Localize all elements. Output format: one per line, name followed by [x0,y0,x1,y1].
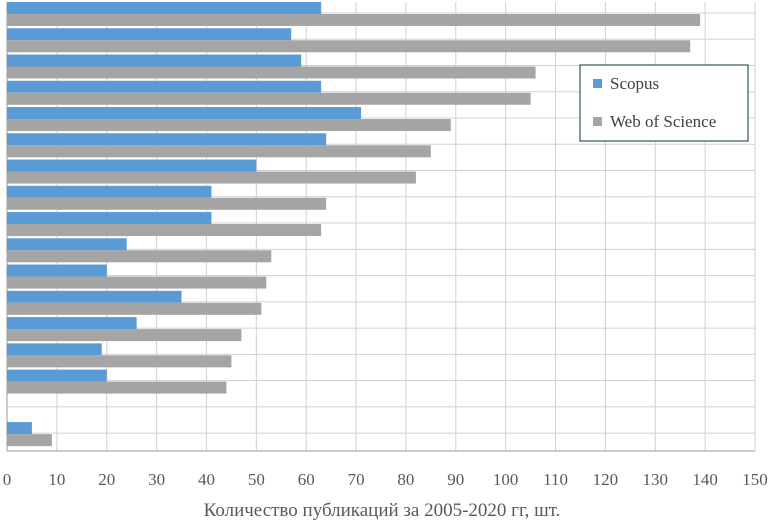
bar-web-of-science [7,66,536,79]
x-tick-label: 120 [593,470,619,489]
bar-scopus [7,238,127,251]
bar-web-of-science [7,171,416,184]
legend-swatch-web-of-science [593,117,602,126]
bar-web-of-science [7,276,267,289]
bar-web-of-science [7,197,327,210]
x-tick-label: 20 [98,470,115,489]
bar-scopus [7,185,212,198]
bar-web-of-science [7,381,227,394]
bar-web-of-science [7,119,451,132]
bar-web-of-science [7,40,691,53]
bar-web-of-science [7,224,322,237]
bar-web-of-science [7,329,242,342]
legend-label-web-of-science: Web of Science [610,112,716,131]
x-tick-label: 150 [742,470,768,489]
bar-scopus [7,212,212,225]
bar-scopus [7,369,107,382]
x-tick-label: 50 [248,470,265,489]
x-tick-label: 40 [198,470,215,489]
bar-scopus [7,290,182,303]
legend: Scopus Web of Science [579,64,749,142]
x-tick-label: 110 [543,470,568,489]
x-tick-label: 70 [348,470,365,489]
bar-scopus [7,133,327,146]
bar-web-of-science [7,14,701,26]
bars-group [7,2,701,447]
bar-scopus [7,107,362,120]
bar-web-of-science [7,355,232,368]
legend-label-scopus: Scopus [610,74,659,93]
x-tick-label: 60 [298,470,315,489]
bar-web-of-science [7,145,431,158]
bar-scopus [7,159,257,172]
bar-scopus [7,2,322,14]
bar-scopus [7,28,292,41]
bar-scopus [7,317,137,330]
bar-web-of-science [7,92,531,105]
x-tick-label: 30 [148,470,165,489]
legend-swatch-scopus [593,79,602,88]
bar-web-of-science [7,302,262,315]
x-tick-label: 0 [3,470,12,489]
x-axis-title: Количество публикаций за 2005-2020 гг, ш… [204,500,561,521]
x-tick-label: 100 [493,470,519,489]
bar-scopus [7,422,32,435]
bar-web-of-science [7,250,272,263]
x-tick-label: 90 [447,470,464,489]
bar-scopus [7,80,322,93]
x-tick-label: 10 [48,470,65,489]
legend-box [579,64,749,142]
bar-scopus [7,54,302,67]
bar-scopus [7,343,102,356]
x-tick-label: 140 [692,470,718,489]
bar-web-of-science [7,434,52,447]
x-tick-label: 80 [397,470,414,489]
x-tick-label: 130 [643,470,669,489]
x-axis-ticks: 0 10 20 30 40 50 60 70 80 90 100 110 120 130 140 150 [3,470,768,489]
bar-scopus [7,264,107,277]
